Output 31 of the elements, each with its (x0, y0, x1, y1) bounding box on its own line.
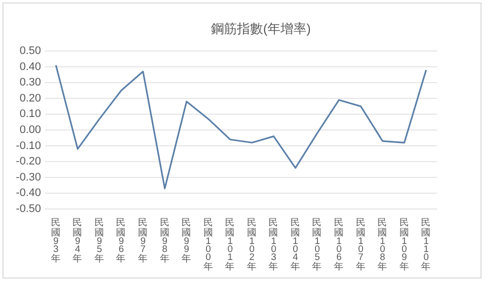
x-tick-label: 民國96年 (116, 218, 126, 264)
y-tick-label: -0.50 (16, 203, 41, 215)
y-tick-label: -0.40 (16, 187, 41, 200)
x-tick-label: 民國108年 (378, 218, 388, 272)
x-tick-label: 民國93年 (50, 218, 61, 264)
y-tick-label: -0.20 (16, 156, 41, 168)
x-tick-label: 民國101年 (225, 218, 236, 272)
y-tick-label: 0.40 (20, 60, 41, 73)
line-series (55, 64, 427, 190)
x-tick-label: 民國109年 (399, 218, 410, 272)
x-tick-label: 民國94年 (72, 218, 83, 264)
x-tick-label: 民國104年 (290, 218, 300, 272)
y-tick-label: 0.10 (20, 108, 41, 120)
x-tick-label: 民國95年 (94, 218, 104, 264)
chart-title: 鋼筋指數(年增率) (211, 21, 311, 36)
x-tick-label: 民國110年 (421, 218, 432, 272)
y-tick-label: 0.50 (20, 45, 41, 57)
y-tick-label: 0.00 (20, 124, 41, 136)
x-tick-label: 民國102年 (246, 218, 257, 272)
y-tick-label: 0.30 (20, 76, 41, 89)
y-tick-label: 0.20 (20, 92, 41, 104)
y-tick-label: -0.10 (16, 140, 41, 152)
x-tick-label: 民國106年 (334, 218, 344, 272)
x-tick-label: 民國98年 (160, 218, 170, 264)
y-tick-label: -0.30 (16, 171, 41, 184)
x-tick-label: 民國99年 (182, 218, 192, 264)
x-tick-label: 民國100年 (203, 218, 214, 272)
x-tick-label: 民國103年 (268, 218, 279, 272)
x-tick-label: 民國107年 (356, 218, 366, 272)
x-tick-label: 民國105年 (312, 218, 322, 272)
x-tick-label: 民國97年 (138, 218, 148, 264)
